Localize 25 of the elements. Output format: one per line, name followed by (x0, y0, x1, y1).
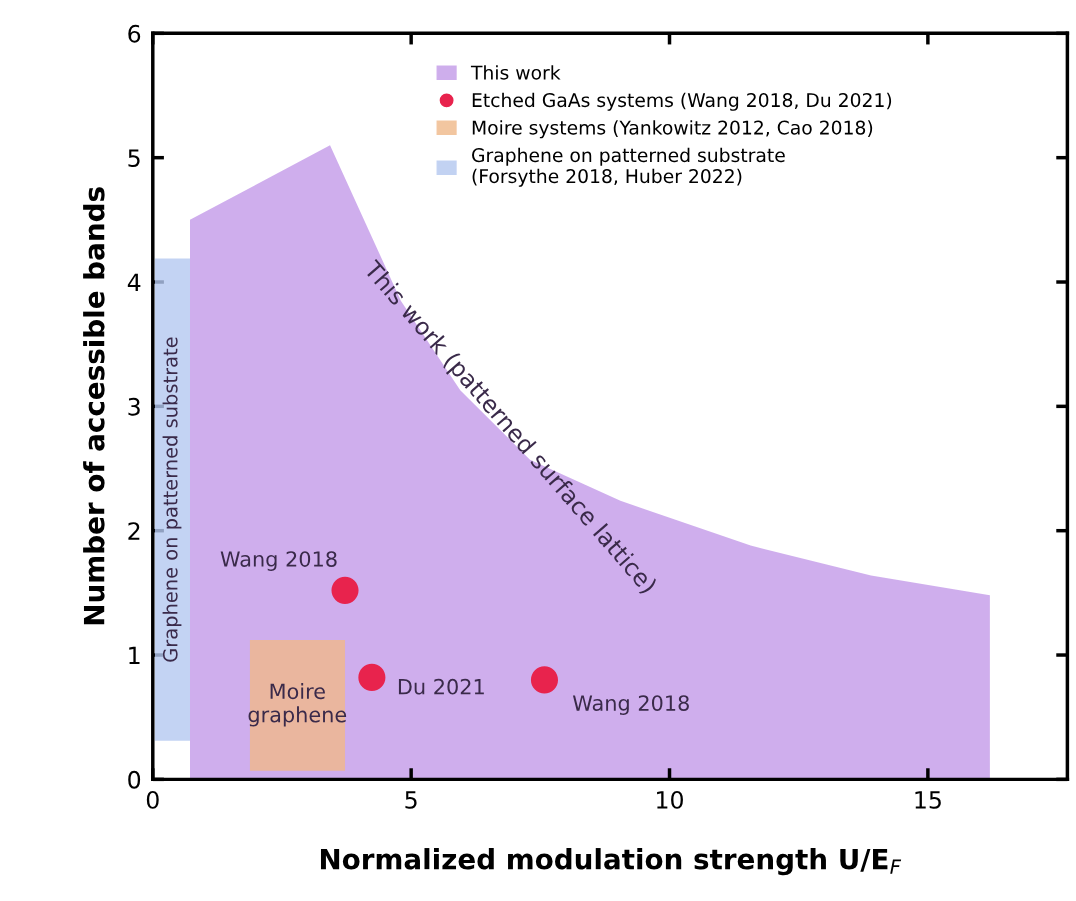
y-tick-label: 0 (128, 770, 141, 789)
point (331, 576, 359, 604)
x-tick-label: 5 (405, 791, 417, 809)
legend-label: Etched GaAs systems (Wang 2018, Du 2021) (472, 92, 892, 111)
annotation: Graphene on patterned substrate (162, 337, 182, 662)
x-tick-label: 10 (657, 790, 683, 809)
point (358, 663, 386, 691)
annotation: Moire graphene (248, 683, 347, 727)
annotation: Wang 2018 (572, 695, 689, 715)
legend-label: Graphene on patterned substrate (Forsythe 2018, Huber 2022) (472, 147, 785, 187)
x-tick-label: 0 (146, 790, 159, 809)
y-axis-title: Number of accessible bands (83, 187, 105, 625)
y-tick-label: 5 (128, 149, 140, 167)
point (530, 666, 559, 694)
y-tick-label: 1 (129, 646, 140, 664)
x-axis-title: Normalized modulation strength U/E$_{F}$ (320, 848, 902, 876)
x-tick-label: 15 (915, 791, 941, 809)
legend-label: This work (470, 65, 561, 80)
y-tick-label: 3 (128, 397, 140, 416)
y-tick-label: 4 (127, 273, 141, 291)
annotation: Wang 2018 (220, 551, 337, 571)
y-tick-label: 6 (128, 24, 141, 43)
y-tick-label: 2 (128, 522, 140, 540)
annotation: Du 2021 (398, 678, 484, 695)
legend-label: Moire systems (Yankowitz 2012, Cao 2018) (472, 120, 873, 139)
